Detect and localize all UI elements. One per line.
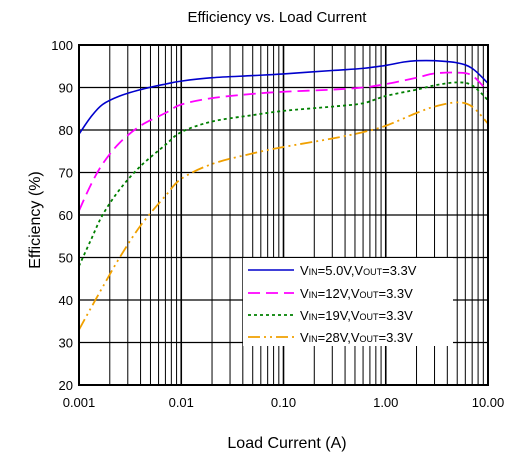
y-tick-label: 100 (51, 38, 73, 53)
legend-subscript: IN (309, 312, 318, 322)
y-tick-label: 20 (59, 378, 73, 393)
x-tick-label: 0.001 (63, 395, 96, 410)
tick-labels: 0.001 0.01 0.10 1.00 10.00 20 30 40 50 60 70 80 90 10… (51, 38, 504, 410)
legend-subscript: IN (309, 334, 318, 344)
legend-subscript: OUT (363, 267, 383, 277)
legend-text: =5.0V,V (318, 263, 364, 278)
legend-text: =28V,V (318, 330, 360, 345)
series-line-4 (78, 101, 489, 331)
series-line-1 (78, 59, 489, 135)
legend-label-3: VIN=19V,VOUT=3.3V (300, 308, 413, 323)
legend-text: V (300, 263, 309, 278)
legend-text: =19V,V (318, 308, 360, 323)
x-tick-label: 1.00 (373, 395, 398, 410)
y-tick-label: 50 (59, 251, 73, 266)
y-tick-label: 70 (59, 166, 73, 181)
chart-title: Efficiency vs. Load Current (188, 9, 368, 26)
y-tick-label: 90 (59, 81, 73, 96)
legend-text: V (300, 330, 309, 345)
legend-text: =3.3V (378, 308, 413, 323)
series-layer (78, 59, 489, 331)
legend-text: =3.3V (378, 286, 413, 301)
legend-label-1: VIN=5.0V,VOUT=3.3V (300, 263, 417, 278)
legend-subscript: IN (309, 267, 318, 277)
x-tick-label: 0.01 (169, 395, 194, 410)
plot-frame (78, 44, 489, 386)
legend-subscript: OUT (359, 312, 379, 322)
y-tick-label: 30 (59, 336, 73, 351)
legend-text: =3.3V (378, 330, 413, 345)
legend-text: =3.3V (382, 263, 417, 278)
x-tick-label: 0.10 (271, 395, 296, 410)
series-line-2 (78, 71, 489, 212)
series-line-3 (78, 81, 489, 267)
legend-subscript: OUT (359, 334, 379, 344)
x-axis-label: Load Current (A) (227, 435, 346, 452)
legend-subscript: IN (309, 290, 318, 300)
legend-text: V (300, 308, 309, 323)
legend-label-2: VIN=12V,VOUT=3.3V (300, 286, 413, 301)
y-tick-label: 80 (59, 123, 73, 138)
legend-subscript: OUT (359, 290, 379, 300)
legend: VIN=5.0V,VOUT=3.3VVIN=12V,VOUT=3.3VVIN=1… (243, 258, 453, 346)
legend-label-4: VIN=28V,VOUT=3.3V (300, 330, 413, 345)
legend-box (243, 258, 453, 346)
legend-text: =12V,V (318, 286, 360, 301)
y-axis-label: Efficiency (%) (27, 171, 44, 269)
x-tick-label: 10.00 (472, 395, 505, 410)
legend-text: V (300, 286, 309, 301)
y-tick-label: 40 (59, 293, 73, 308)
y-tick-label: 60 (59, 208, 73, 223)
